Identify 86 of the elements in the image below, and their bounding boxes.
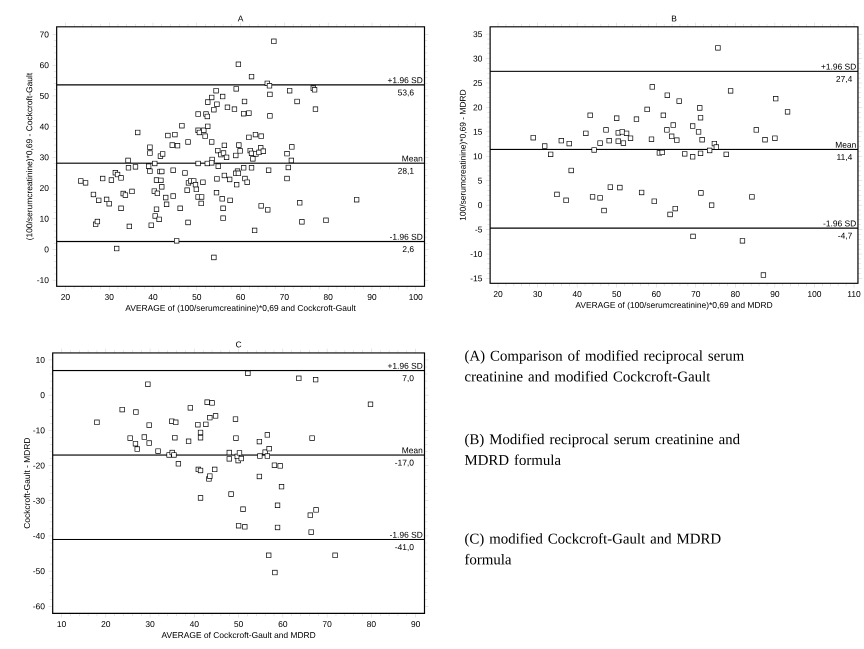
x-tick-label: 20: [61, 294, 70, 300]
ref-line-label: Mean: [402, 156, 422, 162]
y-tick-label: -15: [470, 275, 482, 282]
y-tick-label: -10: [33, 427, 45, 434]
y-tick-label: -20: [33, 462, 45, 468]
text: (A) Comparison of modified reciprocal serum creatinine and modified Cockcroft-Gault: [465, 350, 744, 382]
x-axis-title: AVERAGE of (100/serumcreatinine)*0,69 and MDRD: [575, 302, 772, 310]
x-axis-title: AVERAGE of (100/serumcreatinine)*0,69 and Cockcroft-Gault: [125, 304, 356, 313]
x-tick-label: 90: [368, 294, 376, 300]
x-tick-label: 40: [190, 621, 199, 627]
y-tick-label: -10: [470, 250, 482, 257]
y-tick-label: 10: [474, 153, 482, 160]
text: (B) Modified reciprocal serum creatinine and MDRD formula: [464, 434, 740, 465]
x-tick-label: 50: [192, 294, 202, 300]
y-tick-label: 15: [474, 128, 482, 135]
x-tick-label: 80: [731, 290, 740, 297]
y-tick-label: -10: [37, 277, 49, 284]
y-tick-label: -50: [33, 568, 45, 574]
y-axis-title: (100/serumcreatinine)*0,69 - Cockcroft-Gault: [26, 72, 34, 240]
ref-line-label: +1.96 SD: [388, 77, 422, 84]
ref-line-label: Mean: [402, 447, 422, 454]
x-tick-label: 100: [409, 294, 422, 300]
x-tick-label: 30: [533, 290, 542, 297]
annotation: 11,4: [837, 154, 852, 161]
text: (C) modified Cockcroft-Gault and MDRD formula: [464, 532, 721, 564]
x-tick-label: 70: [692, 290, 700, 297]
ref-line-label: Mean: [836, 142, 856, 148]
y-tick-label: -40: [33, 532, 45, 539]
x-tick-label: 70: [322, 621, 332, 627]
chart-title: A: [238, 15, 244, 22]
annotation: -41,0: [395, 544, 414, 552]
ref-line-label: +1.96 SD: [388, 362, 422, 369]
y-tick-label: 5: [478, 178, 482, 184]
y-tick-label: -60: [33, 603, 45, 610]
y-tick-label: 30: [473, 56, 482, 62]
y-tick-label: 20: [40, 184, 49, 191]
ref-line-label: -1.96 SD: [390, 234, 422, 240]
y-tick-label: -5: [475, 226, 482, 232]
x-tick-label: 20: [102, 621, 110, 627]
x-tick-label: 100: [808, 290, 822, 297]
x-tick-label: 50: [612, 290, 622, 297]
y-tick-label: 0: [478, 202, 482, 208]
x-tick-label: 60: [236, 294, 245, 300]
y-axis-title: 100/serumcreatinine)*0,69 - MDRD: [460, 90, 468, 220]
x-tick-label: 20: [494, 290, 502, 297]
x-tick-label: 60: [652, 290, 661, 297]
x-tick-label: 80: [367, 621, 376, 627]
x-tick-label: 30: [146, 621, 154, 627]
y-tick-label: 0: [40, 392, 45, 398]
annotation: 2,6: [402, 246, 414, 254]
y-tick-label: 30: [40, 154, 49, 160]
chart-title: B: [672, 16, 676, 22]
x-tick-label: 10: [58, 621, 66, 627]
y-tick-label: -30: [33, 498, 45, 504]
annotation: 53,6: [398, 89, 414, 96]
y-tick-label: 50: [40, 92, 49, 99]
annotation: -4,7: [838, 232, 852, 240]
annotation: 28,1: [398, 168, 414, 175]
y-tick-label: 70: [40, 31, 49, 38]
y-axis-title: Cockcroft-Gault - MDRD: [24, 438, 30, 528]
x-tick-label: 90: [411, 621, 420, 627]
y-tick-label: 60: [40, 62, 49, 68]
x-tick-label: 40: [572, 290, 582, 297]
x-tick-label: 70: [280, 294, 289, 300]
x-tick-label: 110: [848, 290, 860, 297]
x-tick-label: 80: [324, 294, 333, 300]
y-tick-label: 40: [40, 124, 49, 130]
y-tick-label: 0: [44, 246, 49, 252]
ref-line-label: +1.96 SD: [821, 64, 856, 70]
annotation: -17,0: [395, 460, 414, 467]
x-tick-label: 90: [770, 290, 780, 297]
y-tick-label: 10: [40, 216, 49, 222]
annotation: 27,4: [836, 76, 852, 83]
x-tick-label: 60: [278, 621, 288, 627]
y-tick-label: 20: [473, 104, 482, 110]
ref-line-label: -1.96 SD: [823, 220, 856, 226]
x-tick-label: 30: [104, 294, 114, 300]
x-tick-label: 40: [148, 294, 158, 300]
annotation: 7,0: [402, 375, 414, 382]
y-tick-label: 35: [473, 31, 482, 38]
y-tick-label: 10: [36, 356, 45, 363]
chart-title: C: [236, 341, 242, 348]
ref-line-label: -1.96 SD: [390, 532, 422, 538]
x-tick-label: 50: [234, 621, 243, 627]
y-tick-label: 25: [473, 80, 482, 86]
x-axis-title: AVERAGE of Cockcroft-Gault and MDRD: [161, 632, 316, 638]
